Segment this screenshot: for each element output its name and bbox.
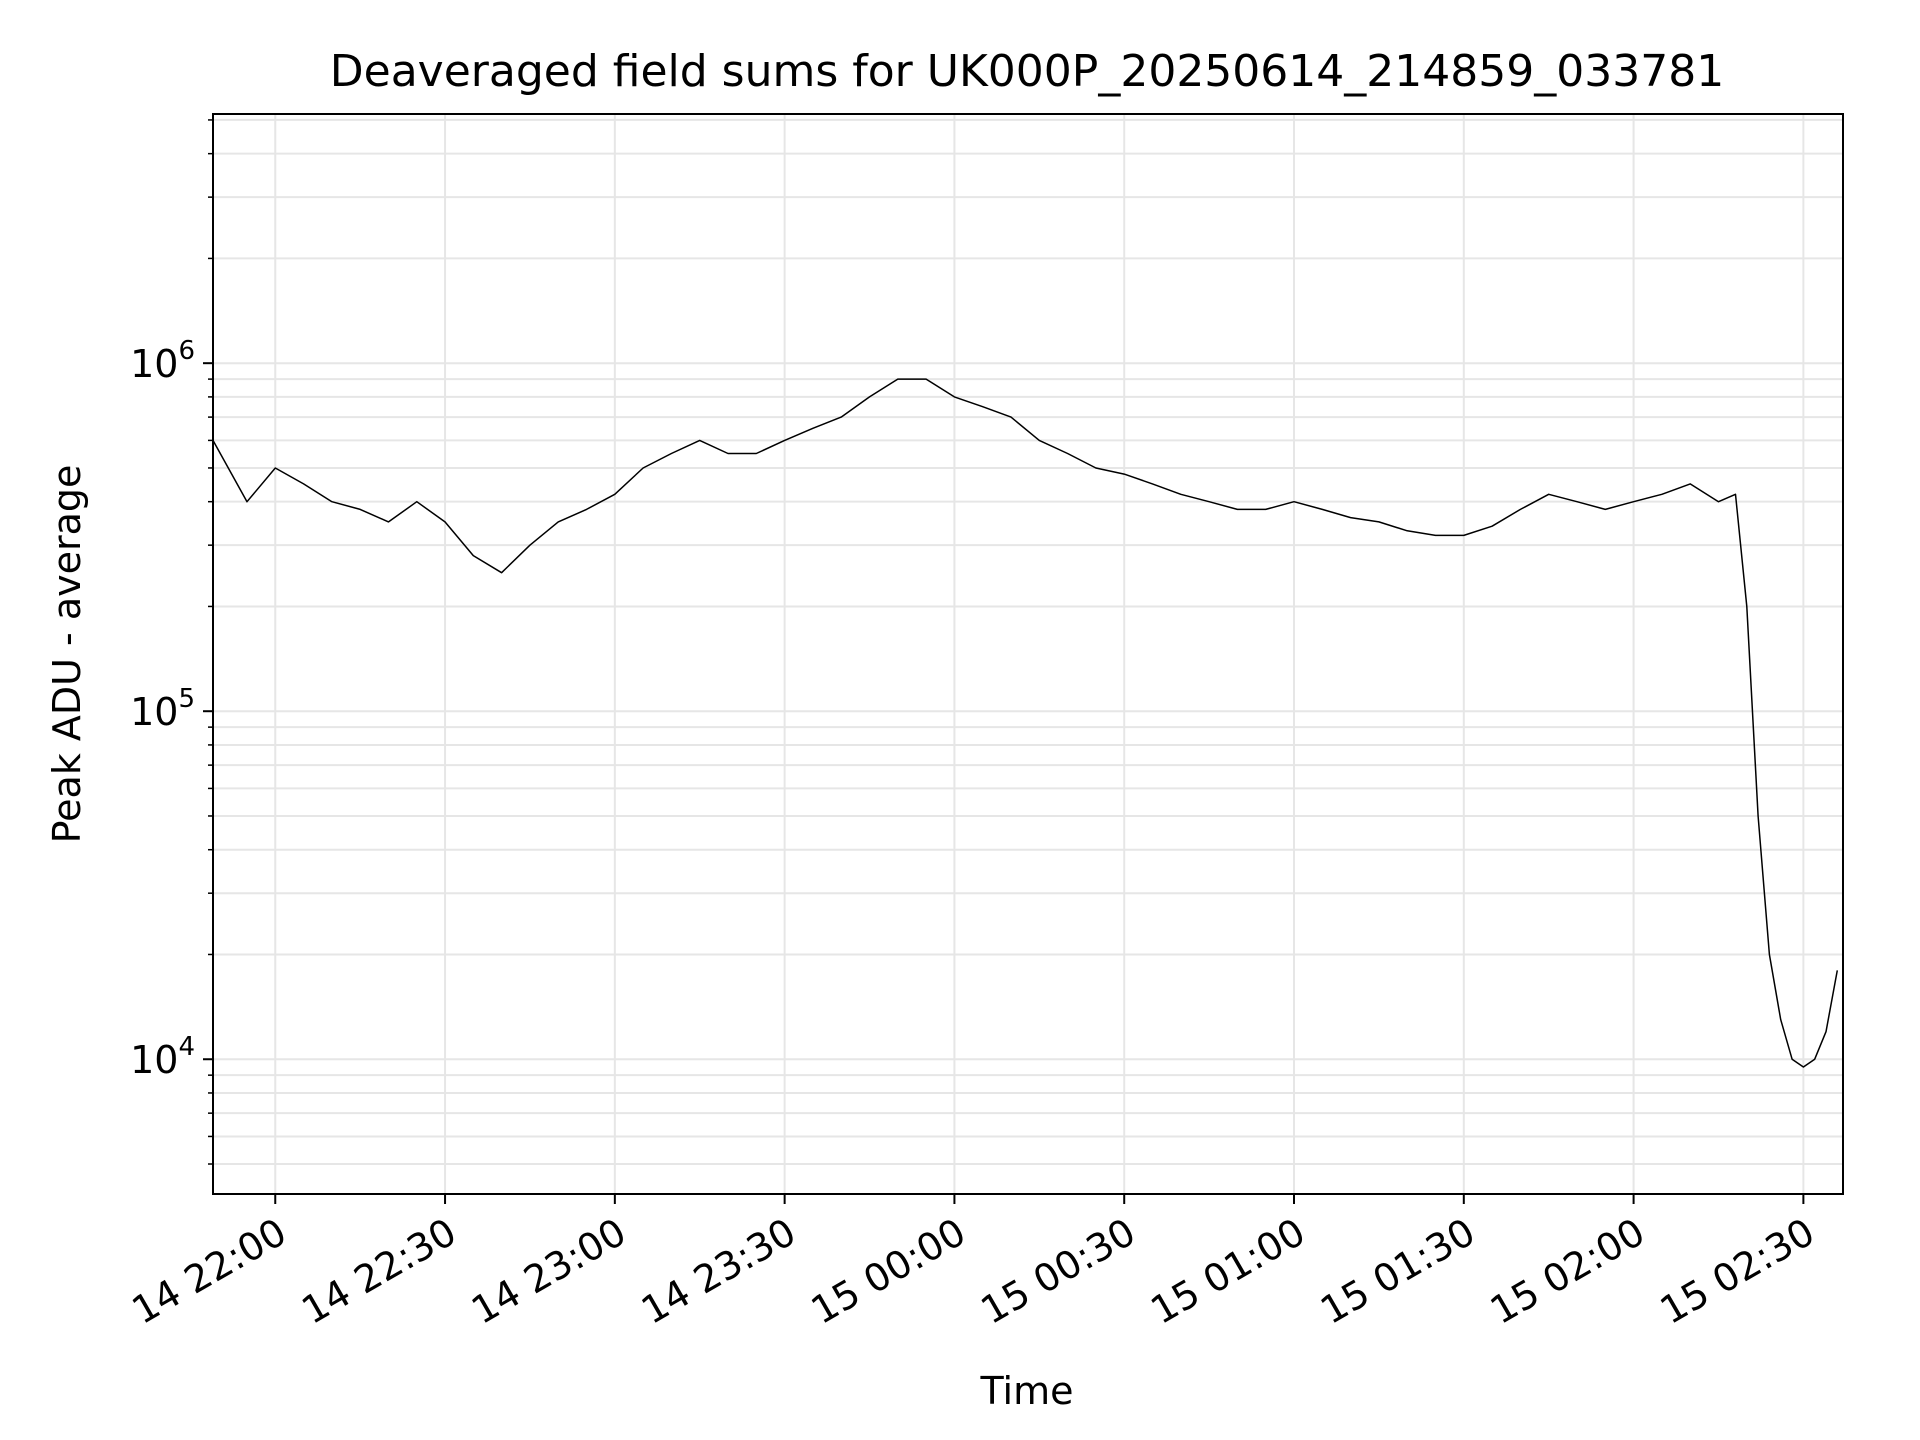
x-tick-label: 15 02:30 [1653,1210,1822,1333]
data-line [212,378,1839,1068]
x-tick-label: 14 22:30 [294,1210,463,1333]
x-axis-label: Time [980,1369,1074,1413]
x-tick-label: 14 23:30 [634,1210,803,1333]
y-tick-label: 104 [130,1032,195,1082]
y-axis-label: Peak ADU - average [45,465,89,844]
x-tick-label: 15 00:00 [804,1210,973,1333]
x-tick-label: 14 23:00 [464,1210,633,1333]
chart-title: Deaveraged field sums for UK000P_2025061… [330,46,1724,97]
x-tick-label: 15 01:00 [1143,1210,1312,1333]
x-axis: 14 22:00 14 22:30 14 23:00 14 23:30 15 00:00… [125,1194,1822,1333]
y-tick-label: 106 [130,336,195,386]
y-axis: 104 105 106 [130,119,213,1165]
plot-area-frame [212,113,1844,1195]
data-line-group [212,378,1839,1068]
x-tick-label: 15 02:00 [1483,1210,1652,1333]
y-tick-label: 105 [130,684,195,734]
x-tick-label: 15 00:30 [974,1210,1143,1333]
x-tick-label: 14 22:00 [125,1210,294,1333]
x-tick-label: 15 01:30 [1313,1210,1482,1333]
grid-lines [213,114,1843,1194]
